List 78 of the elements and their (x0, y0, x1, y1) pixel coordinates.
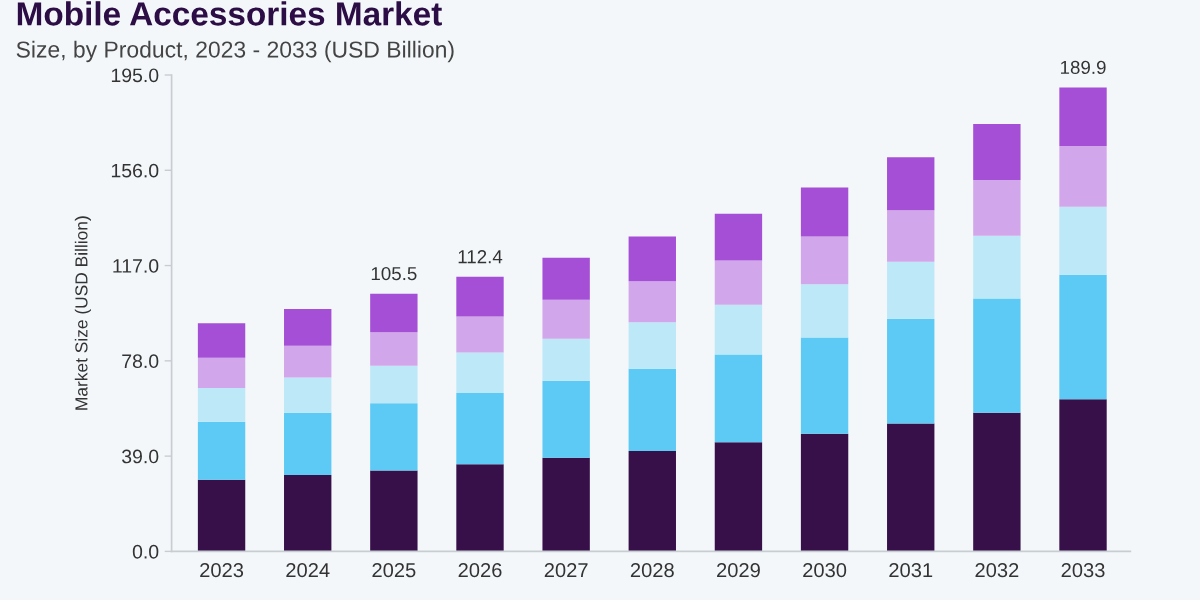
bar (887, 157, 935, 211)
bar (800, 236, 849, 285)
bar (800, 433, 849, 552)
bar (284, 309, 332, 346)
chart-title: Mobile Accessories Market (17, 1, 442, 26)
bar (628, 368, 676, 451)
bar (887, 318, 935, 424)
bar (714, 304, 763, 355)
x-tick-label: 2023 (200, 563, 244, 578)
x-tick-label: 2028 (630, 563, 674, 578)
bar (370, 365, 418, 404)
bar (1059, 146, 1107, 207)
bar (197, 323, 246, 358)
bar (370, 293, 418, 333)
bar (456, 316, 504, 353)
bar (370, 332, 418, 366)
bar (197, 479, 246, 552)
x-tick-label: 2033 (1061, 563, 1105, 578)
bar (973, 235, 1021, 299)
bar (800, 337, 849, 434)
bar (800, 187, 849, 237)
bar (197, 421, 246, 480)
x-tick-label: 2032 (975, 563, 1019, 578)
total-label: 112.4 (458, 250, 503, 264)
bar (714, 442, 763, 552)
bar (628, 281, 676, 323)
y-tick-label: 117.0 (113, 259, 159, 273)
bar (284, 412, 332, 475)
bar (542, 299, 590, 339)
bar (284, 377, 332, 413)
bar (714, 213, 763, 261)
bar (887, 210, 935, 262)
bar (370, 470, 418, 552)
y-tick-label: 78.0 (122, 354, 159, 369)
total-label: 189.9 (1060, 60, 1106, 75)
bar (456, 393, 504, 465)
x-tick-label: 2027 (544, 563, 588, 578)
bar (973, 124, 1021, 181)
total-label: 105.5 (371, 266, 417, 281)
bar (1059, 274, 1107, 400)
bar (284, 345, 332, 378)
bar (542, 257, 590, 300)
bar (714, 354, 763, 443)
bar (1059, 206, 1107, 275)
x-tick-label: 2024 (286, 563, 330, 578)
y-tick-label: 39.0 (122, 449, 159, 464)
bar (628, 322, 676, 369)
bar (370, 403, 418, 471)
bar (628, 450, 676, 552)
x-tick-label: 2030 (803, 563, 847, 578)
bar (973, 412, 1021, 552)
bar (542, 457, 590, 552)
bar (197, 387, 246, 422)
x-tick-label: 2031 (889, 563, 933, 578)
x-tick-label: 2029 (717, 563, 760, 578)
bar (197, 357, 246, 388)
x-tick-label: 2025 (372, 563, 416, 578)
bar (542, 338, 590, 381)
bar (542, 380, 590, 458)
bar (887, 261, 935, 319)
y-tick-label: 0.0 (132, 544, 159, 559)
bar (973, 298, 1021, 413)
y-axis-title: Market Size (USD Billion) (74, 216, 91, 410)
bar (284, 474, 332, 552)
y-tick-label: 156.0 (111, 163, 159, 178)
y-tick-label: 195.0 (111, 68, 159, 83)
bar (1059, 399, 1107, 552)
bar (456, 464, 504, 552)
bar (456, 276, 504, 317)
chart-subtitle: Size, by Product, 2023 - 2033 (USD Billion) (16, 40, 454, 63)
bar (973, 180, 1021, 236)
bar (887, 423, 935, 552)
bar (628, 236, 676, 282)
bar (456, 352, 504, 394)
bar (1059, 87, 1107, 147)
bar (714, 260, 763, 305)
x-tick-label: 2026 (458, 563, 502, 578)
bar (800, 284, 849, 338)
